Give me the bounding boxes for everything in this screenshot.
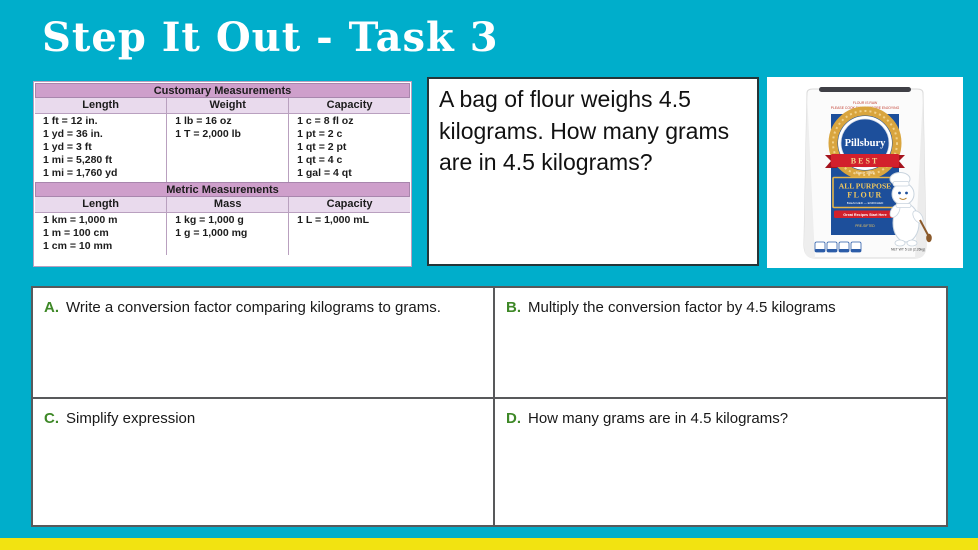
bag-left-shading bbox=[804, 93, 815, 258]
conversion-fact: 1 g = 1,000 mg bbox=[175, 227, 248, 239]
tagline-label: Great Recipes Start Here bbox=[843, 213, 886, 217]
bottom-accent-stripe bbox=[0, 538, 978, 550]
column-header-mass: Mass bbox=[166, 197, 289, 213]
column-header-length: Length bbox=[35, 98, 167, 114]
step-text-d: How many grams are in 4.5 kilograms? bbox=[528, 410, 789, 427]
tagline-band bbox=[834, 210, 896, 218]
conversion-fact: 1 c = 8 fl oz bbox=[297, 115, 354, 127]
customary-column-headers: Length Weight Capacity bbox=[35, 98, 410, 114]
flour-bag-illustration: FLOUR IS RAW PLEASE COOK FULLY BEFORE EN… bbox=[803, 87, 932, 259]
conversion-fact: 1 km = 1,000 m bbox=[43, 214, 118, 226]
doughboy-mascot bbox=[889, 172, 932, 247]
step-letter-d: D. bbox=[506, 410, 521, 427]
conversion-fact: 1 T = 2,000 lb bbox=[175, 128, 241, 140]
customary-capacity-column: 1 c = 8 fl oz 1 pt = 2 c 1 qt = 2 pt 1 q… bbox=[288, 114, 410, 182]
best-label: BEST bbox=[851, 157, 879, 166]
conversion-fact: 1 gal = 4 qt bbox=[297, 167, 352, 179]
measurement-reference-table: Customary Measurements Length Weight Cap… bbox=[33, 81, 412, 267]
step-letter-b: B. bbox=[506, 299, 521, 316]
conversion-fact: 1 kg = 1,000 g bbox=[175, 214, 244, 226]
conversion-fact: 1 cm = 10 mm bbox=[43, 240, 113, 252]
nutrition-badges bbox=[814, 241, 862, 253]
question-box: A bag of flour weighs 4.5 kilograms. How… bbox=[427, 77, 759, 266]
column-header-capacity: Capacity bbox=[288, 98, 410, 114]
conversion-fact: 1 yd = 36 in. bbox=[43, 128, 103, 140]
column-header-length: Length bbox=[35, 197, 167, 213]
conversion-fact: 1 lb = 16 oz bbox=[175, 115, 232, 127]
conversion-fact: 1 ft = 12 in. bbox=[43, 115, 98, 127]
step-letter-a: A. bbox=[44, 299, 59, 316]
metric-capacity-column: 1 L = 1,000 mL bbox=[288, 213, 410, 255]
step-text-a: Write a conversion factor comparing kilo… bbox=[66, 299, 441, 316]
conversion-fact: 1 L = 1,000 mL bbox=[297, 214, 370, 226]
step-text-c: Simplify expression bbox=[66, 410, 196, 427]
net-weight-label: NET WT 5 LB (2.26kg) bbox=[891, 248, 925, 252]
product-name-line2: FLOUR bbox=[847, 191, 883, 200]
customary-table-title: Customary Measurements bbox=[35, 83, 410, 98]
flour-bag-image: FLOUR IS RAW PLEASE COOK FULLY BEFORE EN… bbox=[767, 77, 963, 268]
conversion-fact: 1 mi = 1,760 yd bbox=[43, 167, 118, 179]
presifted-label: PRE-SIFTED bbox=[855, 224, 875, 228]
conversion-fact: 1 qt = 4 c bbox=[297, 154, 343, 166]
conversion-fact: 1 pt = 2 c bbox=[297, 128, 343, 140]
bag-warning-line1: FLOUR IS RAW bbox=[853, 101, 878, 105]
step-cell-b: B. Multiply the conversion factor by 4.5 … bbox=[495, 288, 946, 399]
conversion-fact: 1 m = 100 cm bbox=[43, 227, 109, 239]
conversion-fact: 1 qt = 2 pt bbox=[297, 141, 347, 153]
product-name-line1: ALL PURPOSE bbox=[839, 182, 892, 191]
conversion-fact: 1 yd = 3 ft bbox=[43, 141, 92, 153]
grade-label: BLEACHED — ENRICHED bbox=[847, 201, 884, 205]
bag-top-seal bbox=[819, 87, 911, 92]
customary-table-body: 1 ft = 12 in. 1 yd = 36 in. 1 yd = 3 ft … bbox=[35, 114, 410, 182]
column-header-capacity: Capacity bbox=[288, 197, 410, 213]
brand-name: Pillsbury bbox=[845, 138, 887, 149]
step-text-b: Multiply the conversion factor by 4.5 ki… bbox=[528, 299, 836, 316]
customary-length-column: 1 ft = 12 in. 1 yd = 36 in. 1 yd = 3 ft … bbox=[35, 114, 166, 182]
metric-table-title: Metric Measurements bbox=[35, 182, 410, 197]
since-label: Since 1869 bbox=[856, 170, 875, 175]
step-cell-c: C. Simplify expression bbox=[33, 399, 495, 525]
step-cell-a: A. Write a conversion factor comparing ki… bbox=[33, 288, 495, 399]
question-text: A bag of flour weighs 4.5 kilograms. How… bbox=[439, 86, 730, 176]
step-letter-c: C. bbox=[44, 410, 59, 427]
metric-mass-column: 1 kg = 1,000 g 1 g = 1,000 mg bbox=[166, 213, 288, 255]
metric-column-headers: Length Mass Capacity bbox=[35, 197, 410, 213]
best-ribbon bbox=[831, 154, 899, 167]
page-title: Step It Out - Task 3 bbox=[42, 14, 499, 61]
step-cell-d: D. How many grams are in 4.5 kilograms? bbox=[495, 399, 946, 525]
conversion-fact: 1 mi = 5,280 ft bbox=[43, 154, 113, 166]
column-header-weight: Weight bbox=[166, 98, 289, 114]
customary-weight-column: 1 lb = 16 oz 1 T = 2,000 lb bbox=[166, 114, 288, 182]
metric-length-column: 1 km = 1,000 m 1 m = 100 cm 1 cm = 10 mm bbox=[35, 213, 166, 255]
steps-grid: A. Write a conversion factor comparing ki… bbox=[31, 286, 948, 527]
metric-table-body: 1 km = 1,000 m 1 m = 100 cm 1 cm = 10 mm… bbox=[35, 213, 410, 255]
wheat-laurel-detail bbox=[832, 110, 898, 176]
